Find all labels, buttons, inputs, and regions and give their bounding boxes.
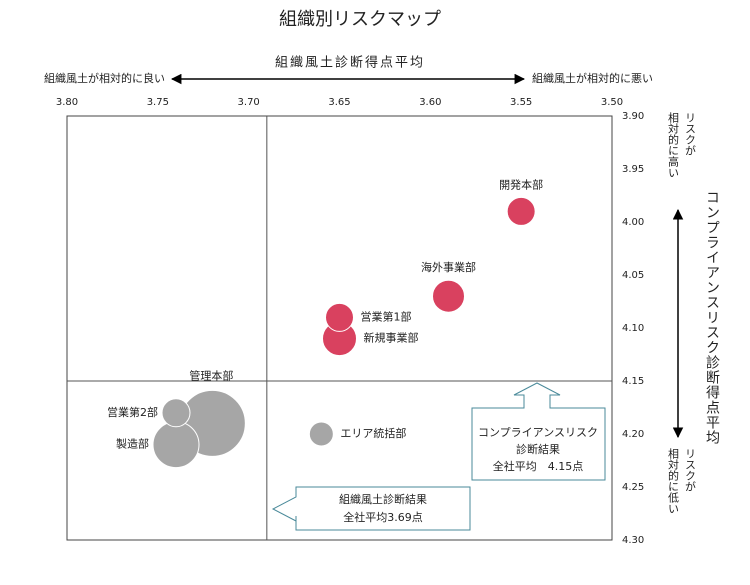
y-axis-title: コンプライアンスリスク診断得点平均: [704, 190, 720, 445]
bubble-label: 営業第2部: [107, 405, 158, 419]
x-tick-label: 3.55: [510, 97, 532, 108]
bubble: [432, 279, 465, 313]
y-tick-label: 4.15: [622, 376, 644, 387]
y-top-note: 相対的に高い: [667, 112, 680, 178]
x-average-callout: [271, 486, 471, 531]
y-tick-label: 4.20: [622, 429, 644, 440]
bubble-label: 管理本部: [189, 368, 233, 382]
y-tick-label: 3.90: [622, 111, 644, 122]
x-average-note: 組織風土診断結果: [339, 492, 427, 506]
y-top-note: リスクが: [684, 112, 697, 156]
x-left-note: 組織風土が相対的に良い: [44, 71, 165, 85]
y-average-note: 全社平均 4.15点: [493, 459, 584, 473]
bubble-label: 製造部: [116, 437, 149, 451]
y-bottom-note: 相対的に低い: [667, 448, 680, 514]
y-tick-label: 4.00: [622, 217, 644, 228]
bubble-label: 営業第1部: [361, 309, 412, 323]
bubble: [152, 421, 200, 469]
y-tick-label: 4.25: [622, 482, 644, 493]
bubble: [161, 398, 191, 428]
x-right-note: 組織風土が相対的に悪い: [532, 71, 653, 85]
bubble: [506, 196, 536, 226]
y-tick-label: 3.95: [622, 164, 644, 175]
y-average-note: コンプライアンスリスク: [478, 426, 598, 439]
x-tick-label: 3.80: [56, 97, 78, 108]
bubble: [308, 421, 334, 447]
bubble-label: 海外事業部: [421, 260, 476, 274]
y-average-note: 診断結果: [516, 442, 560, 456]
y-tick-label: 4.30: [622, 535, 644, 546]
x-tick-label: 3.70: [238, 97, 260, 108]
x-average-note: 全社平均3.69点: [343, 510, 423, 524]
x-axis-title: 組織風土診断得点平均: [275, 55, 425, 71]
x-tick-label: 3.50: [601, 97, 623, 108]
bubble-label: エリア統括部: [340, 426, 406, 440]
y-bottom-note: リスクが: [684, 448, 697, 492]
y-average-callout: [471, 382, 606, 481]
bubble: [325, 302, 354, 332]
plot-frame: [66, 115, 613, 541]
x-tick-label: 3.65: [328, 97, 350, 108]
chart-title: 組織別リスクマップ: [279, 9, 441, 30]
x-tick-label: 3.60: [419, 97, 441, 108]
bubble-label: 新規事業部: [364, 331, 419, 345]
bubble-label: 開発本部: [499, 177, 543, 191]
y-tick-label: 4.10: [622, 323, 644, 334]
x-tick-label: 3.75: [147, 97, 169, 108]
y-tick-label: 4.05: [622, 270, 644, 281]
